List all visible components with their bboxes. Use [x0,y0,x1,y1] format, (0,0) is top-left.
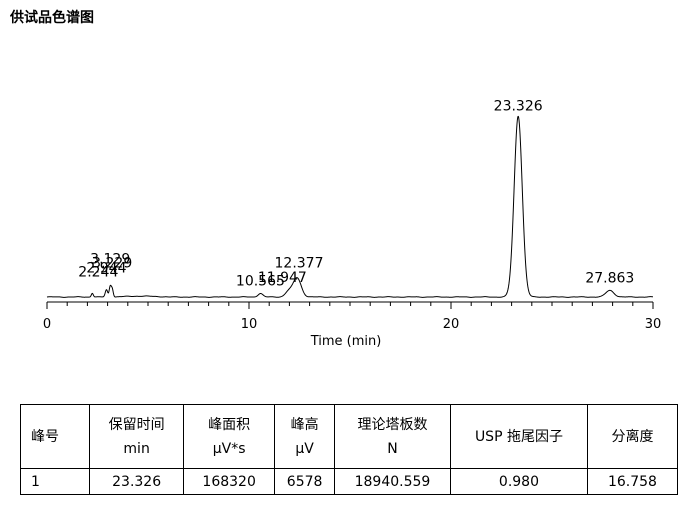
table-cell: 0.980 [450,468,588,495]
chromatogram-trace [46,115,654,298]
peak-label: 10.565 [236,274,285,290]
table-header-cell: 分离度 [586,404,679,469]
table-header-text: N [387,440,398,457]
table-cell: 16.758 [586,468,679,495]
peak-label: 12.377 [275,256,324,272]
table-header-row: 峰号 保留时间 min 峰面积 μV*s 峰高 μV 理论塔板数 N USP 拖尾因子 分离度 [19,404,679,469]
table-cell: 18940.559 [333,468,452,495]
table-header-text: min [123,440,150,457]
table-body: 1 23.326 168320 6578 18940.559 0.980 16.758 [19,468,679,495]
table-header-text: μV [295,440,314,457]
peak-label: 23.326 [494,98,543,114]
peak-label: 27.863 [585,270,634,286]
table-header-text: 保留时间 [108,416,165,433]
peak-label: 2.944 [86,261,126,277]
table-header-text: 峰高 [290,416,319,433]
table-header-text: 峰号 [31,428,59,445]
table-header-text: μV*s [212,440,246,457]
peak-label: 11.947 [258,270,307,286]
peak-label: 3.229 [92,256,132,272]
peak-label: 3.129 [90,252,130,268]
chart-axes: 0 10 20 30 [43,301,662,332]
table-header-text: 分离度 [611,428,654,445]
table-cell: 6578 [274,468,335,495]
peak-label: 2.244 [78,264,118,280]
x-tick-label: 10 [241,317,258,332]
table-row: 1 23.326 168320 6578 18940.559 0.980 16.758 [19,468,679,495]
table-cell: 168320 [182,468,276,495]
table-header-cell: 理论塔板数 N [333,404,452,469]
table-cell: 23.326 [89,468,184,495]
table-header-cell: USP 拖尾因子 [450,404,588,469]
chart-title: 供试品色谱图 [10,10,94,26]
table-header-text: USP 拖尾因子 [474,428,563,445]
table-cell: 1 [19,468,91,495]
table-header-cell: 峰面积 μV*s [182,404,276,469]
table-header-cell: 峰高 μV [274,404,335,469]
table-header-cell: 保留时间 min [89,404,184,469]
x-tick-label: 30 [645,317,662,332]
table-header-text: 峰面积 [208,416,251,433]
table-header-cell: 峰号 [19,404,91,469]
x-tick-label: 0 [43,317,51,332]
x-tick-label: 20 [443,317,460,332]
x-axis-label: Time (min) [310,334,382,349]
table-header-text: 理论塔板数 [357,416,428,433]
